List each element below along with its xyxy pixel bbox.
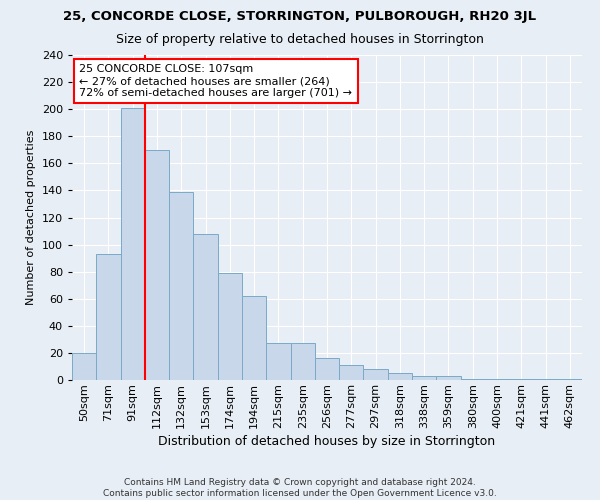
Text: 25, CONCORDE CLOSE, STORRINGTON, PULBOROUGH, RH20 3JL: 25, CONCORDE CLOSE, STORRINGTON, PULBORO… xyxy=(64,10,536,23)
Bar xyxy=(388,373,412,380)
Bar xyxy=(461,378,485,380)
Bar xyxy=(315,358,339,380)
Bar xyxy=(242,296,266,380)
Bar xyxy=(266,344,290,380)
Bar xyxy=(72,353,96,380)
Bar xyxy=(339,365,364,380)
Bar xyxy=(364,369,388,380)
Bar xyxy=(145,150,169,380)
Bar xyxy=(193,234,218,380)
Bar xyxy=(121,108,145,380)
Bar xyxy=(558,378,582,380)
Text: Size of property relative to detached houses in Storrington: Size of property relative to detached ho… xyxy=(116,32,484,46)
Text: Contains HM Land Registry data © Crown copyright and database right 2024.
Contai: Contains HM Land Registry data © Crown c… xyxy=(103,478,497,498)
Bar xyxy=(96,254,121,380)
Bar xyxy=(533,378,558,380)
Text: 25 CONCORDE CLOSE: 107sqm
← 27% of detached houses are smaller (264)
72% of semi: 25 CONCORDE CLOSE: 107sqm ← 27% of detac… xyxy=(79,64,352,98)
X-axis label: Distribution of detached houses by size in Storrington: Distribution of detached houses by size … xyxy=(158,435,496,448)
Bar xyxy=(485,378,509,380)
Bar xyxy=(218,273,242,380)
Y-axis label: Number of detached properties: Number of detached properties xyxy=(26,130,36,305)
Bar xyxy=(290,344,315,380)
Bar xyxy=(436,376,461,380)
Bar xyxy=(412,376,436,380)
Bar xyxy=(169,192,193,380)
Bar xyxy=(509,378,533,380)
